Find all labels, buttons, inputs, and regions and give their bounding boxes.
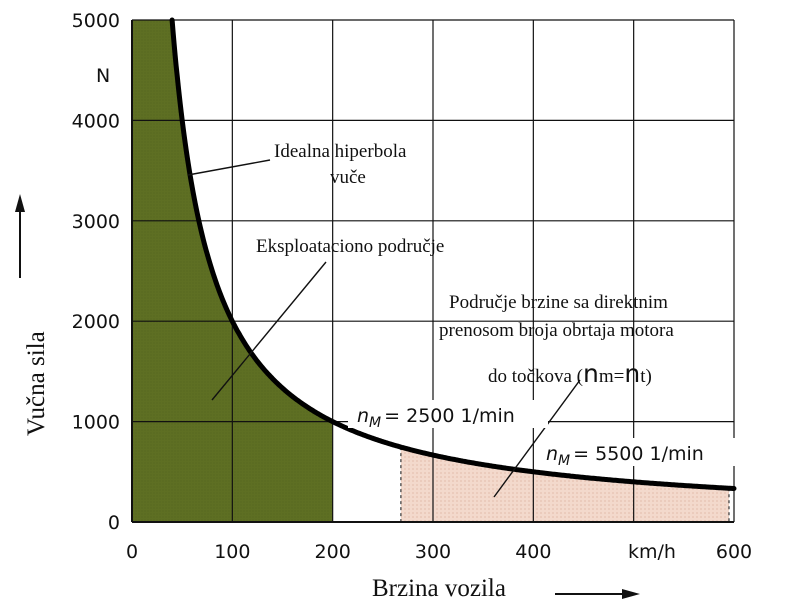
annotation-direct-line2: prenosom broja obrtaja motora	[439, 320, 674, 341]
x-tick-200: 200	[315, 541, 351, 563]
annotation-hyperbola-line2: vuče	[330, 167, 366, 188]
nm-5500-label: nM = 5500 1/min	[542, 438, 738, 469]
region-0	[132, 20, 333, 522]
y-tick-1000: 1000	[72, 412, 120, 434]
exploitation-pointer	[211, 261, 327, 401]
x-tick-600: 600	[716, 541, 752, 563]
svg-text:nM= 5500 1/min: nM = 5500 1/min	[546, 443, 704, 469]
direct-pointer	[493, 379, 581, 498]
hyperbola-pointer	[187, 159, 271, 176]
y-tick-4000: 4000	[72, 110, 120, 132]
annotation-region-exploitation: Eksploataciono područje	[256, 236, 444, 257]
x-tick-100: 100	[214, 541, 250, 563]
annotation-direct-line1: Područje brzine sa direktnim	[449, 292, 668, 313]
y-tick-5000: 5000	[72, 10, 120, 32]
y-tick-2000: 2000	[72, 311, 120, 333]
x-tick-300: 300	[415, 541, 451, 563]
nm-2500-label: nM = 2500 1/min	[348, 400, 548, 431]
y-unit-label: N	[96, 65, 110, 87]
y-tick-0: 0	[108, 512, 120, 534]
hyperbola-curve	[169, 17, 737, 491]
svg-text:nM= 2500 1/min: nM = 2500 1/min	[357, 405, 515, 431]
x-tick-400: 400	[515, 541, 551, 563]
x-axis-arrow-icon	[555, 589, 640, 599]
x-unit-label: km/h	[628, 541, 676, 563]
x-tick-0: 0	[126, 541, 138, 563]
x-axis-title: Brzina vozila	[372, 575, 506, 602]
y-axis-title: Vučna sila	[23, 331, 50, 436]
annotation-direct-line3: do točkova (nm=nt)	[488, 359, 652, 388]
y-axis-arrow-icon	[15, 194, 25, 278]
y-tick-3000: 3000	[72, 211, 120, 233]
annotation-hyperbola-line1: Idealna hiperbola	[274, 141, 407, 162]
